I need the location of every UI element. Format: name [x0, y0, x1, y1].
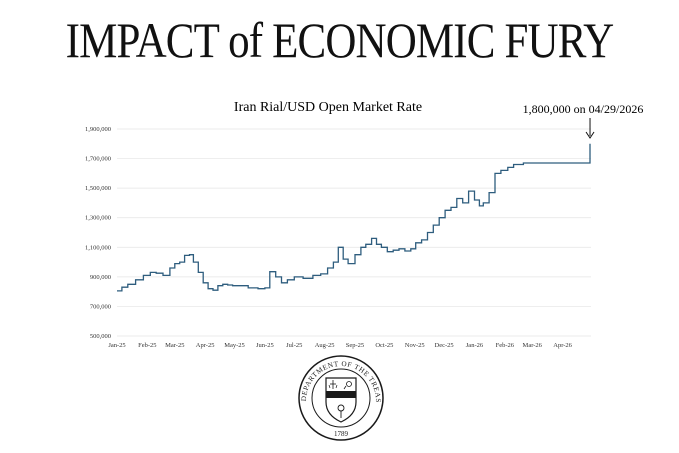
seal-year: 1789: [334, 430, 349, 438]
x-tick-label: Mar-25: [165, 342, 184, 349]
x-tick-label: Apr-26: [553, 342, 572, 349]
series-line: [117, 143, 591, 292]
y-tick-label: 900,000: [90, 274, 111, 281]
x-axis-ticks: Jan-25 Feb-25 Mar-25 Apr-25 May-25 Jun-25 Jul-…: [108, 342, 572, 349]
y-tick-label: 1,700,000: [85, 156, 111, 163]
x-tick-label: Nov-25: [405, 342, 425, 349]
annotation-label: 1,800,000 on 04/29/2026: [523, 102, 644, 116]
x-tick-label: Jul-25: [286, 342, 302, 349]
arrow-head: [585, 131, 595, 139]
x-tick-label: Mar-26: [523, 342, 543, 349]
y-tick-label: 1,300,000: [85, 215, 111, 222]
x-tick-label: Feb-26: [496, 342, 515, 349]
y-tick-label: 1,500,000: [85, 185, 111, 192]
y-tick-label: 500,000: [90, 333, 111, 340]
y-tick-label: 1,900,000: [85, 126, 111, 133]
y-tick-label: 1,100,000: [85, 244, 111, 251]
seal-shield-icon: [325, 377, 357, 423]
x-tick-label: Sep-25: [346, 342, 364, 349]
x-tick-label: Aug-25: [315, 342, 335, 349]
x-tick-label: Jan-26: [466, 342, 484, 349]
seal-ring-text: THE DEPARTMENT OF THE TREASURY: [0, 0, 381, 403]
x-tick-label: Feb-25: [138, 342, 156, 349]
x-tick-label: Apr-25: [196, 342, 215, 349]
seal-inner-ring: [311, 368, 371, 428]
x-tick-label: Jun-25: [256, 342, 274, 349]
annotation-arrow: [585, 118, 595, 139]
y-tick-label: 700,000: [90, 303, 111, 310]
x-tick-label: May-25: [224, 342, 245, 349]
y-axis-ticks: 500,000 700,000 900,000 1,100,000 1,300,000 1…: [85, 126, 111, 340]
page-headline: IMPACT of ECONOMIC FURY: [65, 12, 615, 68]
chart-title: Iran Rial/USD Open Market Rate: [234, 100, 422, 115]
chart-gridlines: [117, 128, 591, 337]
seal-outer-ring: [298, 355, 384, 441]
x-tick-label: Dec-25: [435, 342, 454, 349]
x-tick-label: Jan-25: [108, 342, 125, 349]
x-tick-label: Oct-25: [375, 342, 393, 349]
